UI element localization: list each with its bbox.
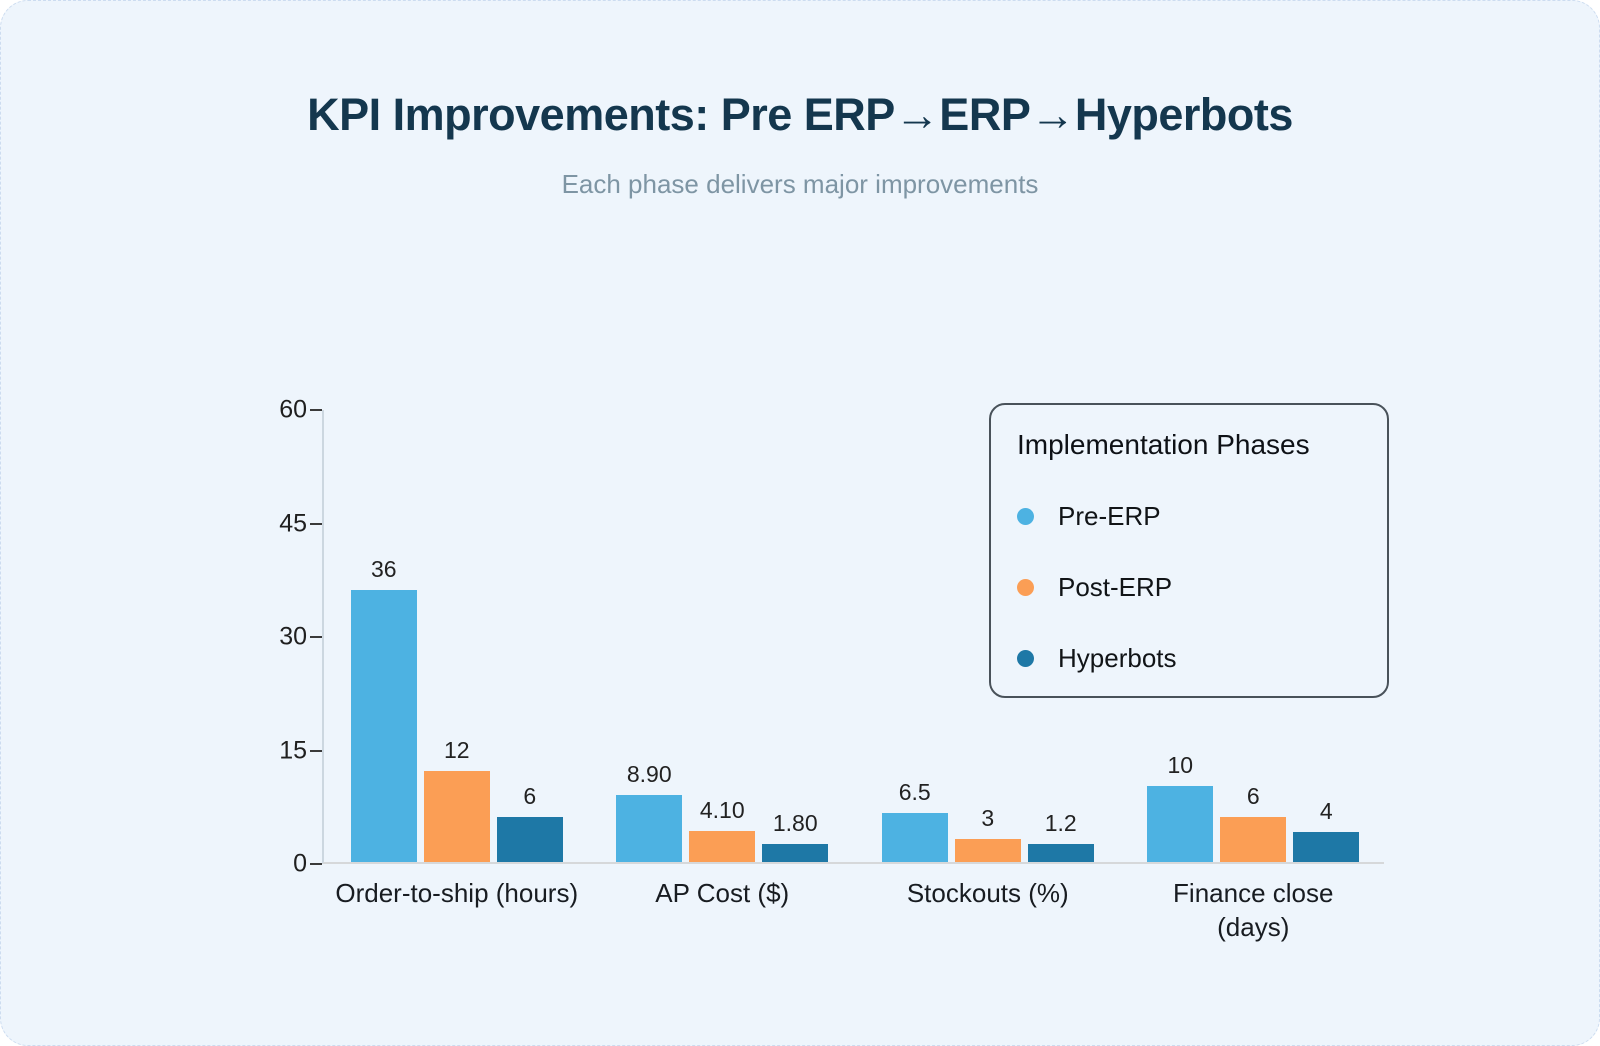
category-label: Finance close (days): [1173, 878, 1334, 943]
bar-value-label: 1.2: [1044, 810, 1077, 836]
legend-item: Hyperbots: [1017, 643, 1361, 674]
bar-value-label: 3: [981, 805, 995, 832]
bar-column: 1.2: [1027, 810, 1094, 862]
bar-column: 12: [423, 737, 490, 862]
bar-post-erp: [954, 839, 1021, 862]
bar-pre-erp: [881, 812, 948, 862]
bar-column: 4: [1293, 797, 1360, 862]
bar-pre-erp: [350, 589, 417, 862]
bar-value-label: 1.80: [772, 810, 818, 836]
legend-title: Implementation Phases: [1017, 429, 1310, 460]
bar-group: 6.5 3 1.2: [881, 410, 1094, 862]
bar-hyperbots: [1027, 844, 1094, 862]
bar-post-erp: [689, 830, 756, 862]
bar-group: 8.90 4.10 1.80: [616, 410, 829, 862]
bar-value-label: 6.5: [898, 778, 931, 805]
bar-post-erp: [423, 771, 490, 862]
chart-subtitle: Each phase delivers major improvements: [561, 169, 1039, 199]
bar-column: 6.5: [881, 778, 948, 862]
chart-title: KPI Improvements: Pre ERP→ERP→Hyperbots: [307, 89, 1293, 140]
bar-column: 6: [496, 782, 563, 862]
bar-pre-erp: [1147, 786, 1214, 862]
bar-column: 1.80: [762, 810, 829, 862]
y-axis-tick-label: 60: [279, 395, 307, 424]
bar-hyperbots: [496, 816, 563, 862]
plot-area: 0 15 30 45 60 36 12 6 Order-to-ship (hours) 8.90 4…: [279, 396, 1384, 942]
bar-value-label: 10: [1167, 752, 1194, 779]
bar-value-label: 6: [1246, 782, 1260, 809]
bar-column: 8.90: [616, 760, 683, 862]
bar-value-label: 4.10: [699, 796, 745, 823]
legend-swatch-icon: [1017, 650, 1034, 667]
bar-hyperbots: [1293, 831, 1360, 862]
bar-value-label: 6: [523, 782, 537, 809]
bar-column: 3: [954, 805, 1021, 862]
legend-item-label: Hyperbots: [1058, 643, 1177, 673]
legend-swatch-icon: [1017, 579, 1034, 596]
legend-items: Pre-ERP Post-ERP Hyperbots: [1017, 501, 1361, 674]
bar-value-label: 36: [370, 555, 397, 582]
legend-item-label: Pre-ERP: [1058, 501, 1161, 531]
bar-value-label: 12: [443, 737, 470, 764]
category-label: AP Cost ($): [655, 878, 790, 908]
bar-column: 10: [1147, 752, 1214, 862]
bar-value-label: 4: [1319, 797, 1333, 824]
bar-column: 36: [350, 555, 417, 862]
y-axis-tick-label: 15: [279, 736, 307, 764]
y-axis-tick: [310, 863, 322, 865]
bar-hyperbots: [762, 844, 829, 862]
bar-group: 10 6 4: [1147, 410, 1360, 862]
y-axis-tick: [310, 749, 322, 752]
y-axis-tick: [310, 522, 322, 525]
bar-value-label: 8.90: [626, 760, 672, 787]
y-axis-tick: [310, 636, 322, 638]
category-label: Stockouts (%): [906, 878, 1069, 908]
legend-item-label: Post-ERP: [1058, 572, 1173, 602]
y-axis-tick-label: 45: [279, 509, 307, 537]
y-axis-tick-label: 0: [293, 849, 307, 878]
legend: Implementation Phases Pre-ERP Post-ERP Hyp…: [989, 403, 1389, 698]
category-label: Order-to-ship (hours): [335, 878, 579, 908]
legend-swatch-icon: [1017, 508, 1034, 525]
bar-column: 4.10: [689, 796, 756, 862]
legend-item: Post-ERP: [1017, 572, 1361, 603]
bar-column: 6: [1220, 782, 1287, 862]
bar-group: 36 12 6: [350, 410, 563, 862]
legend-item: Pre-ERP: [1017, 501, 1361, 532]
y-axis-tick: [310, 409, 322, 411]
y-axis-tick-label: 30: [279, 622, 307, 651]
bar-post-erp: [1220, 816, 1287, 862]
bar-pre-erp: [616, 794, 683, 862]
